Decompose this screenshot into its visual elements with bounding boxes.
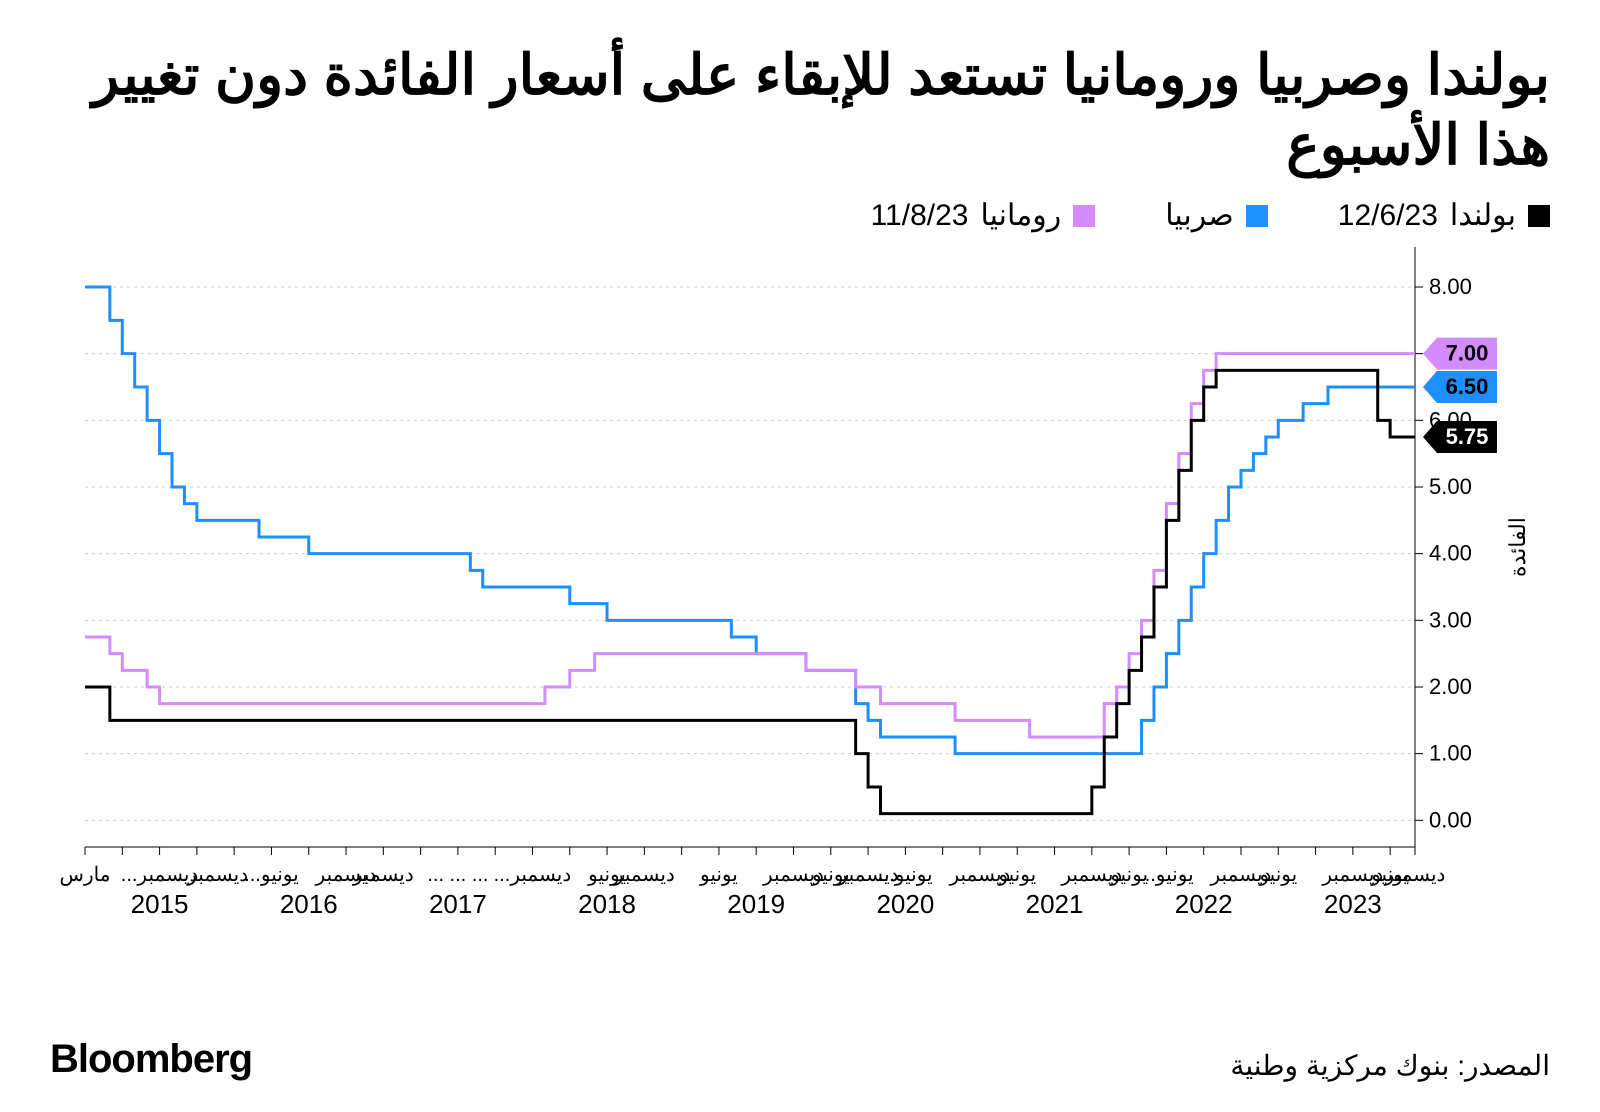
svg-text:ديسمبر...: ديسمبر... <box>170 864 248 886</box>
svg-text:2016: 2016 <box>280 889 338 919</box>
svg-text:8.00: 8.00 <box>1429 274 1472 299</box>
bloomberg-logo: Bloomberg <box>50 1037 252 1082</box>
square-icon <box>1528 205 1550 227</box>
svg-text:2022: 2022 <box>1175 889 1233 919</box>
svg-text:2017: 2017 <box>429 889 487 919</box>
svg-text:يونيو...: يونيو... <box>1139 864 1194 886</box>
svg-text:الفائدة: الفائدة <box>1505 517 1530 577</box>
svg-text:... ... ...: ... ... ... <box>427 864 488 886</box>
svg-text:4.00: 4.00 <box>1429 541 1472 566</box>
svg-text:2019: 2019 <box>727 889 785 919</box>
svg-text:0.00: 0.00 <box>1429 807 1472 832</box>
svg-text:5.75: 5.75 <box>1446 424 1489 449</box>
svg-text:2023: 2023 <box>1324 889 1382 919</box>
svg-text:ديسمبر...: ديسمبر... <box>494 864 572 886</box>
source-text: المصدر: بنوك مركزية وطنية <box>1230 1049 1550 1082</box>
svg-text:ديسمبر: ديسمبر <box>613 864 675 886</box>
square-icon <box>1246 205 1268 227</box>
square-icon <box>1073 205 1095 227</box>
svg-text:2020: 2020 <box>876 889 934 919</box>
chart-area: 0.001.002.003.004.005.006.007.008.00الفا… <box>50 247 1550 947</box>
legend-serbia-label: صربيا <box>1165 198 1234 233</box>
svg-text:2015: 2015 <box>131 889 189 919</box>
svg-text:6.50: 6.50 <box>1446 374 1489 399</box>
svg-text:3.00: 3.00 <box>1429 607 1472 632</box>
legend-poland-label: بولندا <box>1450 198 1516 233</box>
svg-text:1.00: 1.00 <box>1429 741 1472 766</box>
svg-text:يونيو: يونيو <box>699 864 738 886</box>
svg-text:ديسمبر: ديسمبر <box>1384 864 1446 886</box>
svg-text:2.00: 2.00 <box>1429 674 1472 699</box>
legend: بولندا 12/6/23 صربيا رومانيا 11/8/23 <box>50 198 1550 233</box>
svg-text:مارس: مارس <box>60 864 111 886</box>
svg-text:يونيو: يونيو <box>1258 864 1297 886</box>
svg-text:يونيو: يونيو <box>997 864 1036 886</box>
legend-romania-date: 11/8/23 <box>871 199 969 233</box>
legend-poland-date: 12/6/23 <box>1338 199 1438 233</box>
svg-text:2018: 2018 <box>578 889 636 919</box>
svg-text:5.00: 5.00 <box>1429 474 1472 499</box>
legend-serbia: صربيا <box>1165 198 1268 233</box>
legend-poland: بولندا 12/6/23 <box>1338 198 1550 233</box>
chart-title: بولندا وصربيا ورومانيا تستعد للإبقاء على… <box>50 40 1550 180</box>
legend-romania-label: رومانيا <box>980 198 1061 233</box>
svg-text:2021: 2021 <box>1026 889 1084 919</box>
svg-text:يونيو...: يونيو... <box>244 864 299 886</box>
line-chart: 0.001.002.003.004.005.006.007.008.00الفا… <box>50 247 1550 947</box>
svg-text:يونيو...: يونيو... <box>878 864 933 886</box>
legend-romania: رومانيا 11/8/23 <box>871 198 1096 233</box>
svg-text:7.00: 7.00 <box>1446 341 1489 366</box>
svg-text:ديسمبر: ديسمبر <box>352 864 414 886</box>
